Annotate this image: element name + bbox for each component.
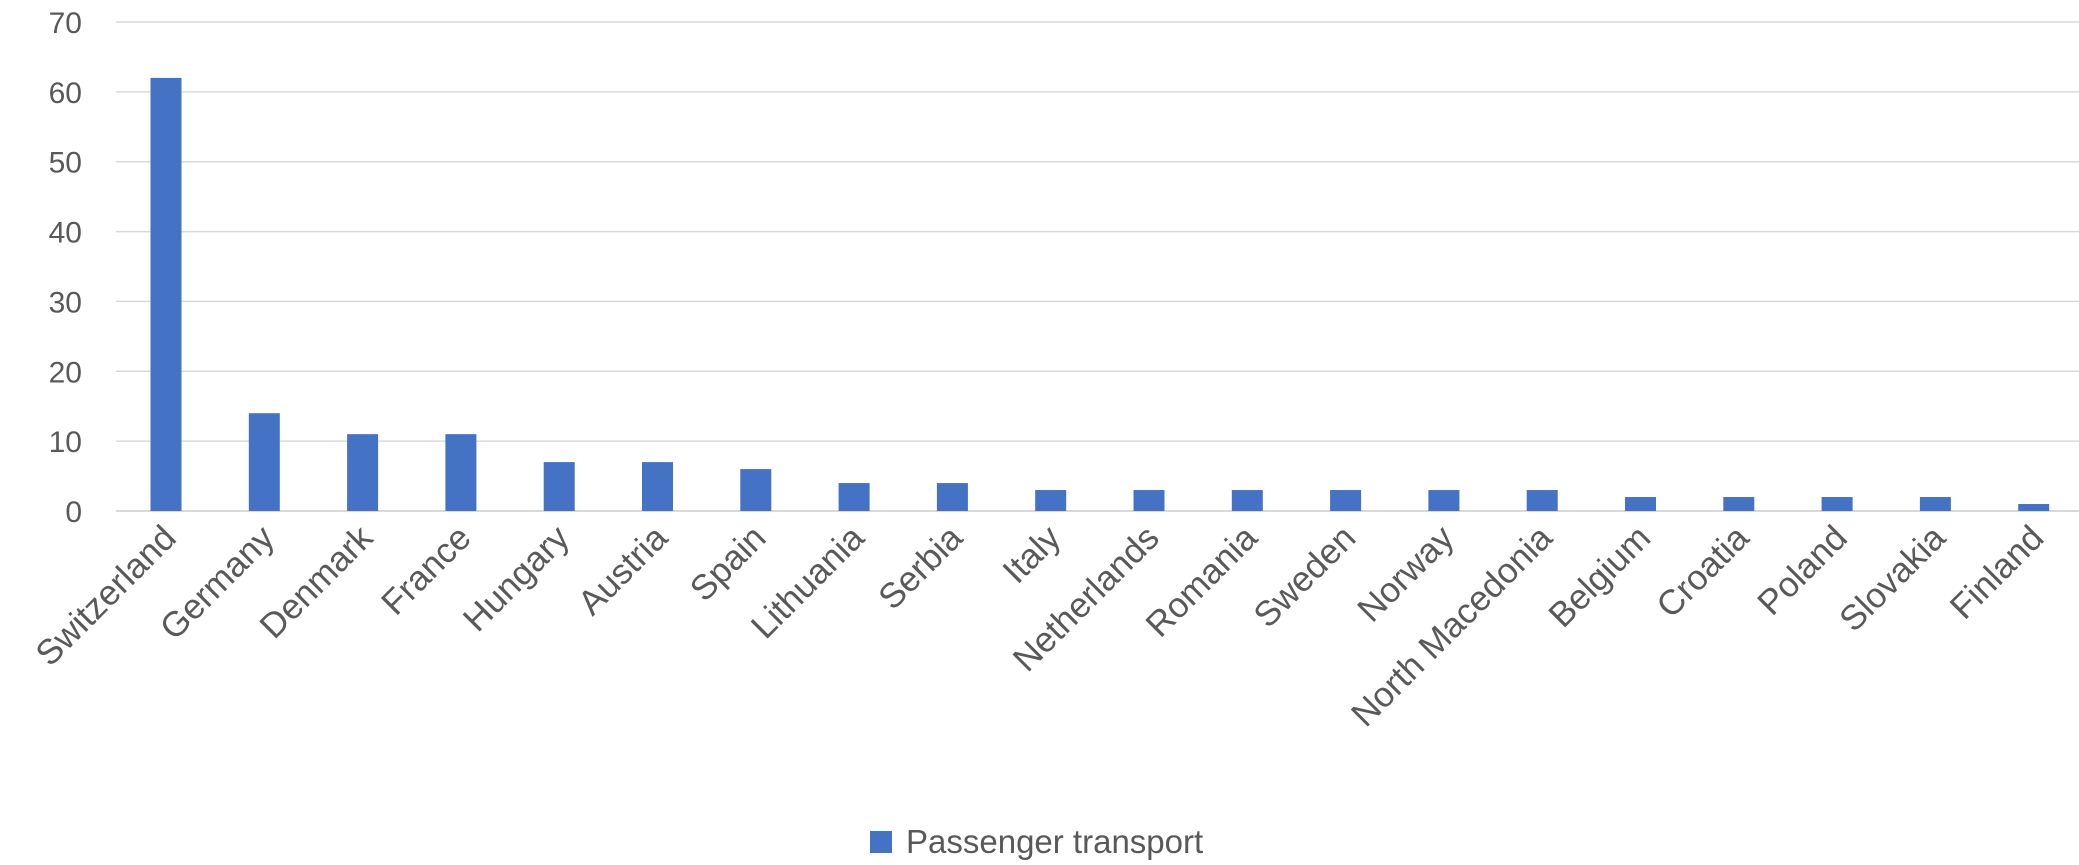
- x-tick-label: Hungary: [456, 518, 577, 639]
- y-tick-label: 0: [65, 496, 82, 529]
- bar: [1231, 490, 1263, 511]
- y-tick-label: 50: [49, 147, 82, 180]
- bars: [150, 77, 2050, 511]
- y-tick-label: 20: [49, 356, 82, 389]
- bar: [838, 483, 870, 511]
- bar: [1133, 490, 1165, 511]
- x-tick-label: Finland: [1943, 518, 2052, 627]
- x-tick-label: Belgium: [1541, 518, 1658, 635]
- x-tick-label: Sweden: [1246, 518, 1363, 635]
- y-axis: 0 10 20 30 40 50 60 70: [49, 7, 82, 529]
- x-tick-label: Croatia: [1649, 518, 1757, 626]
- bar: [1919, 497, 1951, 511]
- y-tick-label: 60: [49, 77, 82, 110]
- y-tick-label: 30: [49, 286, 82, 319]
- y-tick-label: 40: [49, 217, 82, 250]
- bar: [936, 483, 968, 511]
- bar: [642, 462, 673, 511]
- bar: [2018, 504, 2050, 511]
- legend: Passenger transport: [870, 823, 1203, 860]
- x-axis: SwitzerlandGermanyDenmarkFranceHungaryAu…: [28, 518, 2051, 734]
- x-tick-label: Serbia: [871, 518, 970, 617]
- bar: [1821, 497, 1853, 511]
- bar: [1035, 490, 1067, 511]
- bar: [543, 462, 575, 511]
- bar: [740, 469, 772, 511]
- x-tick-label: Austria: [571, 518, 676, 623]
- bar: [1330, 490, 1362, 511]
- bar: [1526, 490, 1558, 511]
- x-tick-label: Spain: [683, 518, 774, 609]
- bar: [248, 413, 280, 511]
- bar: [347, 434, 379, 511]
- x-tick-label: Italy: [995, 518, 1068, 591]
- gridlines: [116, 21, 2079, 512]
- bar: [445, 434, 477, 511]
- y-tick-label: 10: [49, 426, 82, 459]
- bar: [1723, 497, 1755, 511]
- y-tick-label: 70: [49, 7, 82, 40]
- bar: [150, 77, 182, 511]
- bar: [1625, 497, 1656, 511]
- bar: [1428, 490, 1460, 511]
- x-tick-label: Slovakia: [1832, 518, 1954, 640]
- x-tick-label: Switzerland: [28, 518, 184, 674]
- legend-label: Passenger transport: [906, 823, 1203, 860]
- legend-swatch: [870, 831, 892, 853]
